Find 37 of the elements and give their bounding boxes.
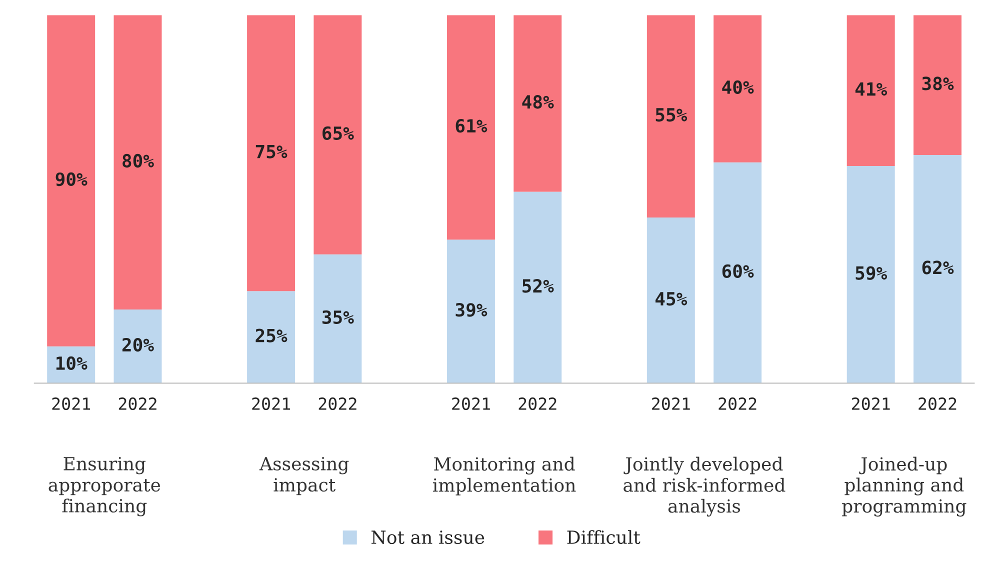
data-label: 80% [122, 154, 154, 168]
x-tick-label: 2022 [318, 397, 356, 410]
x-tick-label: 2021 [252, 397, 290, 410]
text: Monitoring and implementation [433, 456, 576, 496]
data-label: 10% [56, 356, 88, 370]
data-label: 45% [656, 292, 688, 306]
text: Jointly developed and risk-informed analysis [624, 456, 786, 517]
text: Ensuring approporate financing [48, 456, 160, 516]
legend-label: Not an issue [372, 530, 484, 544]
data-label: 65% [322, 126, 354, 140]
text: Assessing impact [259, 456, 349, 496]
data-label: 61% [456, 118, 488, 133]
data-label: 38% [922, 76, 954, 90]
data-label: 62% [922, 260, 954, 274]
data-label: 75% [256, 144, 288, 158]
x-tick-label: 2022 [918, 397, 956, 410]
data-label: 59% [856, 266, 888, 280]
data-label: 60% [722, 264, 754, 278]
x-tick-label: 2022 [518, 397, 556, 410]
text: Joined-up planning and programming [842, 456, 966, 517]
x-tick-label: 2021 [852, 397, 890, 410]
data-label: 41% [855, 82, 888, 96]
x-tick-label: 2021 [652, 397, 690, 410]
legend-label: Difficult [567, 530, 640, 544]
data-label: 40% [722, 80, 754, 94]
x-tick-label: 2022 [718, 397, 756, 410]
x-tick-label: 2021 [452, 397, 490, 410]
data-label: 25% [256, 328, 288, 342]
data-label: 52% [522, 279, 554, 293]
data-label: 20% [122, 338, 154, 352]
x-tick-label: 2022 [118, 397, 156, 410]
data-label: 39% [456, 302, 488, 317]
data-label: 55% [656, 108, 688, 122]
x-tick-label: 2021 [52, 397, 90, 410]
data-label: 48% [522, 95, 554, 109]
data-label: 35% [322, 310, 354, 324]
data-label: 90% [56, 172, 88, 186]
